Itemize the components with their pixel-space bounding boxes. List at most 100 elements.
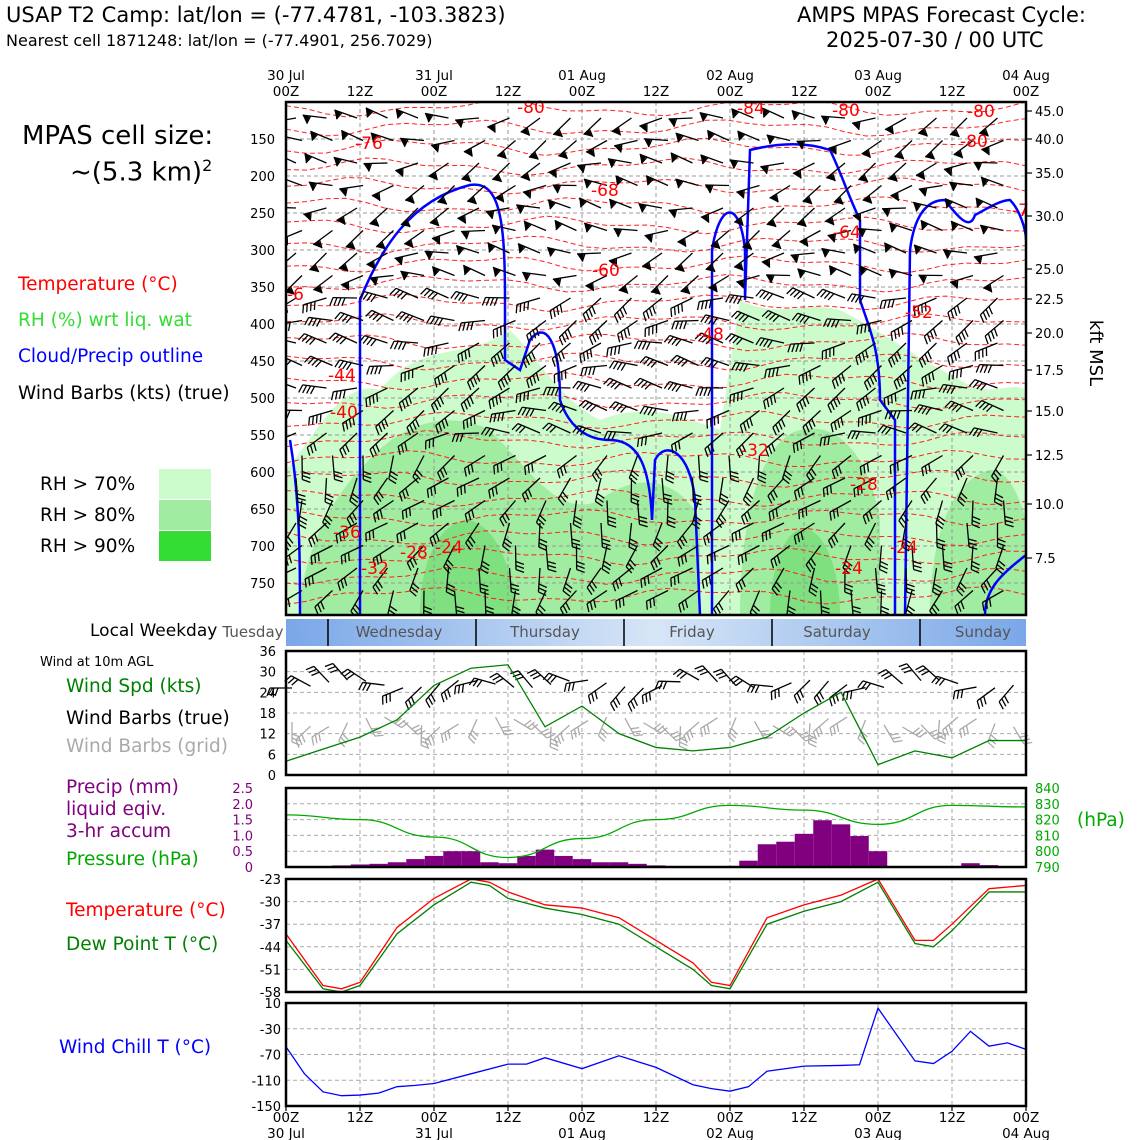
- wind-barb: [522, 184, 547, 199]
- weekday-label: Friday: [669, 623, 715, 641]
- temperature-contour: [286, 391, 1026, 410]
- legend-rh80-label: RH > 80%: [40, 505, 136, 526]
- precip-tick-label: 2.5: [232, 782, 253, 797]
- true-wind-barb: [425, 682, 441, 708]
- windchill-line: [285, 1006, 1027, 1097]
- wind-barb: [552, 274, 577, 287]
- wind-barb: [334, 359, 364, 371]
- wind-barb: [766, 134, 791, 145]
- date-label: 31 Jul: [415, 1126, 453, 1140]
- wind-barb: [310, 130, 333, 142]
- wind-barb: [731, 361, 760, 372]
- cell-size-value: ~(5.3 km)2: [70, 156, 212, 188]
- wind-barb: [705, 252, 724, 273]
- wind-barb: [791, 312, 821, 324]
- wind-barb: [328, 332, 358, 345]
- wind-barb: [678, 589, 699, 613]
- wind-barb: [395, 162, 419, 177]
- wind-barb: [765, 274, 791, 284]
- pressure-unit-label: (hPa): [1077, 810, 1125, 831]
- kft-tick-label: 30.0: [1035, 210, 1064, 225]
- wind-barb: [583, 222, 608, 233]
- pressure-tick-label: 200: [250, 170, 275, 185]
- wind-barb: [372, 544, 394, 567]
- true-wind-barb: [694, 665, 718, 683]
- grid-wind-barb: [513, 718, 539, 731]
- wind-barb: [670, 152, 693, 164]
- grid-wind-barb: [365, 717, 384, 737]
- date-label: 03 Aug: [854, 68, 902, 84]
- wind-barb: [488, 477, 510, 499]
- wind-speed-tick-label: 6: [268, 748, 276, 763]
- kft-tick-label: 17.5: [1035, 364, 1064, 379]
- time-label: 12Z: [495, 84, 521, 100]
- wind-barb: [739, 409, 760, 434]
- date-label: 04 Aug: [1002, 68, 1050, 84]
- wind-barb: [358, 334, 388, 347]
- wind-barb: [761, 107, 785, 119]
- wind-barb: [615, 589, 638, 610]
- wind-barb: [674, 252, 693, 273]
- wind-barb: [645, 175, 669, 187]
- wind-barb: [764, 364, 791, 379]
- wind-barb: [766, 207, 785, 228]
- wind-barb: [852, 207, 876, 222]
- precip-bar: [461, 851, 481, 867]
- wind-barb: [645, 589, 669, 610]
- temperature-contour-label: -7: [1012, 201, 1029, 221]
- wind-barb: [974, 342, 998, 361]
- wind-barb: [451, 432, 480, 443]
- wind-barb: [894, 140, 913, 160]
- wind-barb: [979, 224, 1004, 235]
- true-wind-barb: [526, 669, 552, 686]
- true-wind-barb: [728, 675, 755, 689]
- time-label: 12Z: [495, 1110, 521, 1126]
- wind-barb: [586, 589, 608, 613]
- precip-bar: [739, 860, 758, 867]
- wind-barb: [338, 252, 358, 272]
- wind-barb: [420, 287, 449, 300]
- wind-barb: [309, 252, 327, 273]
- wind-chill-panel: -150 -110 -70 -30 10: [251, 997, 1028, 1115]
- wind-barb: [556, 454, 577, 479]
- wind-barb: [492, 319, 516, 339]
- pressure-tick-label: 810: [1035, 829, 1060, 844]
- wind-barb: [302, 297, 327, 314]
- legend-temperature: Temperature (°C): [18, 274, 178, 295]
- kft-tick-label: 40.0: [1035, 133, 1064, 148]
- wind-barb: [761, 522, 785, 542]
- date-label: 30 Jul: [267, 68, 305, 84]
- wind-barb: [431, 229, 455, 245]
- wind-barb: [542, 386, 571, 396]
- forecast-cycle-label: AMPS MPAS Forecast Cycle:: [797, 3, 1086, 27]
- wind-barb: [403, 229, 425, 249]
- grid-wind-barb: [440, 723, 459, 744]
- pressure-tick-label: 150: [250, 133, 275, 148]
- wind-barb: [375, 410, 394, 435]
- windchill-tick-label: -150: [251, 1100, 281, 1115]
- wind-barb: [859, 454, 882, 476]
- wind-barb: [395, 311, 425, 323]
- wind-barb: [890, 184, 913, 202]
- wind-barb: [796, 207, 815, 228]
- wind-barb: [898, 500, 913, 528]
- wind-barb: [463, 139, 486, 157]
- windchill-label: Wind Chill T (°C): [59, 1037, 212, 1058]
- temperature-contour: [286, 449, 1026, 468]
- wind-barb: [918, 342, 937, 368]
- wind-barb: [303, 207, 327, 221]
- wind-barb: [864, 522, 877, 552]
- wind-barb: [578, 399, 608, 412]
- temperature-contour-label: -60: [592, 261, 620, 281]
- windchill-tick-label: -70: [260, 1049, 281, 1064]
- wind-barb: [455, 117, 480, 128]
- wind-barb: [767, 477, 785, 504]
- precip-bar: [757, 844, 777, 867]
- temperature-contour-label: -24: [435, 538, 463, 558]
- true-wind-barb: [284, 675, 311, 687]
- wind-barb: [857, 409, 882, 427]
- wind-barb: [558, 320, 577, 346]
- wind-barb: [975, 364, 1004, 374]
- precip-label-3: 3-hr accum: [66, 821, 172, 842]
- wind-barb: [304, 355, 333, 368]
